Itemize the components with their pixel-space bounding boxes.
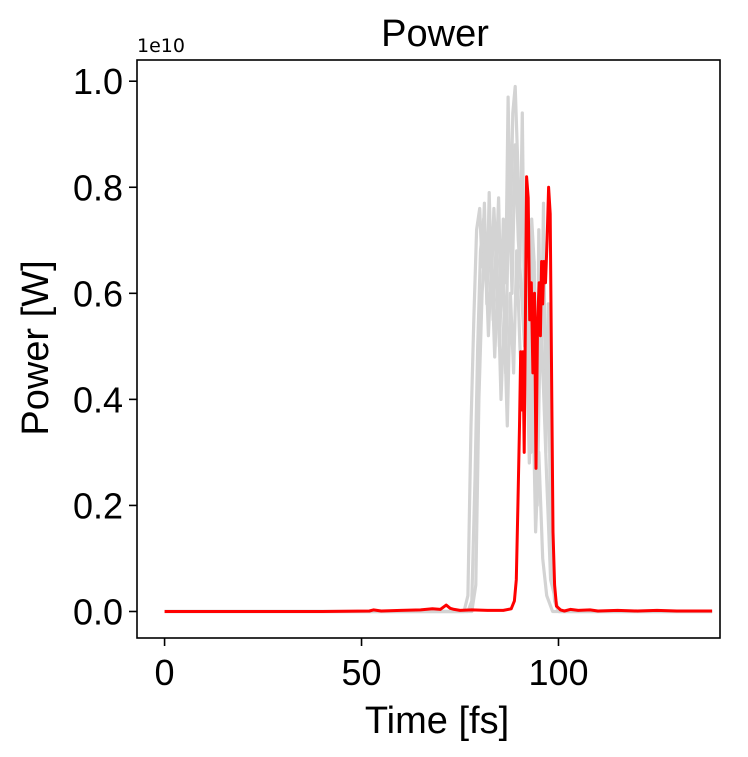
y-tick-label: 0.2	[73, 485, 123, 526]
x-tick-label: 0	[155, 652, 175, 693]
y-axis-label: Power [W]	[15, 260, 57, 435]
x-axis: 0 50 100	[155, 638, 589, 693]
y-tick-label: 0.8	[73, 167, 123, 208]
series-line-1	[164, 84, 713, 614]
plot-area	[164, 84, 713, 614]
axes-frame	[136, 59, 721, 639]
y-tick-label: 0.0	[73, 591, 123, 632]
x-axis-label: Time [fs]	[365, 700, 509, 742]
series-line-4	[164, 175, 713, 613]
y-axis: 0.0 0.2 0.4 0.6 0.8 1.0	[73, 61, 137, 632]
x-tick-label: 50	[342, 652, 382, 693]
y-tick-label: 0.6	[73, 273, 123, 314]
series-line-3	[164, 238, 713, 614]
y-axis-offset-label: 1e10	[137, 35, 185, 57]
x-tick-label: 100	[528, 652, 588, 693]
chart-title: Power	[381, 13, 489, 55]
y-tick-label: 1.0	[73, 61, 123, 102]
y-tick-label: 0.4	[73, 379, 123, 420]
